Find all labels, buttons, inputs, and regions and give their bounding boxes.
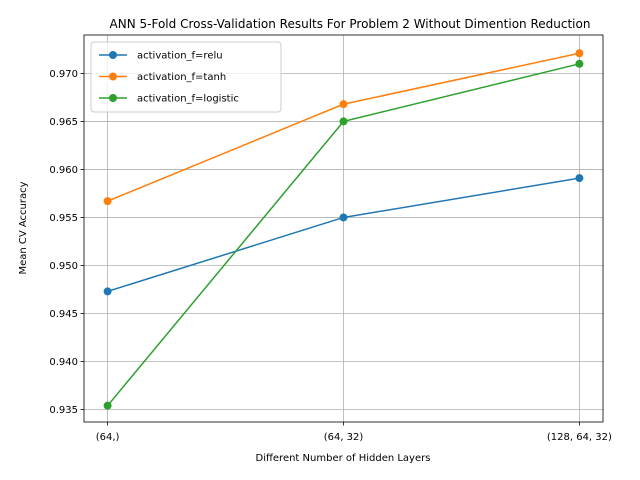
y-tick-label: 0.935: [49, 405, 78, 416]
data-point: [339, 117, 348, 126]
y-tick-label: 0.970: [49, 69, 78, 80]
y-tick-label: 0.955: [49, 213, 78, 224]
series-logistic: [103, 59, 584, 410]
y-tick-label: 0.945: [49, 309, 78, 320]
legend-label: activation_f=logistic: [137, 94, 239, 105]
data-point: [339, 213, 348, 222]
data-point: [575, 174, 584, 183]
data-point: [575, 59, 584, 68]
y-axis-label: Mean CV Accuracy: [18, 181, 29, 274]
chart-title: ANN 5-Fold Cross-Validation Results For …: [110, 17, 591, 31]
legend-swatch-marker: [109, 72, 117, 81]
series-relu: [103, 174, 584, 296]
legend-label: activation_f=relu: [137, 51, 223, 62]
series-tanh: [103, 49, 584, 206]
x-tick-label: (64, 32): [324, 432, 364, 443]
legend-label: activation_f=tanh: [137, 72, 226, 83]
x-axis-ticks: (64,) (64, 32) (128, 64, 32): [96, 422, 612, 443]
y-tick-label: 0.960: [49, 165, 78, 176]
y-axis-ticks: 0.935 0.940 0.945 0.950 0.955 0.960 0.965 0.970: [49, 69, 84, 416]
legend-item: activation_f=tanh: [99, 72, 226, 83]
x-axis-label: Different Number of Hidden Layers: [256, 453, 431, 464]
x-tick-label: (128, 64, 32): [547, 432, 612, 443]
data-point: [103, 197, 112, 206]
legend-swatch-marker: [109, 94, 117, 102]
legend-swatch-marker: [109, 51, 117, 59]
data-point: [103, 401, 112, 410]
series-lines: [103, 49, 584, 410]
data-point: [103, 287, 112, 296]
data-point: [339, 100, 348, 109]
legend: activation_f=relu activation_f=tanhactiva…: [90, 41, 282, 113]
x-tick-label: (64,): [96, 432, 120, 443]
y-tick-label: 0.950: [49, 261, 78, 272]
y-tick-label: 0.965: [49, 117, 78, 128]
data-point: [575, 49, 584, 58]
legend-box: [90, 41, 282, 113]
legend-item: activation_f=logistic: [99, 94, 239, 105]
legend-item: activation_f=relu: [99, 51, 223, 62]
y-tick-label: 0.940: [49, 357, 78, 368]
